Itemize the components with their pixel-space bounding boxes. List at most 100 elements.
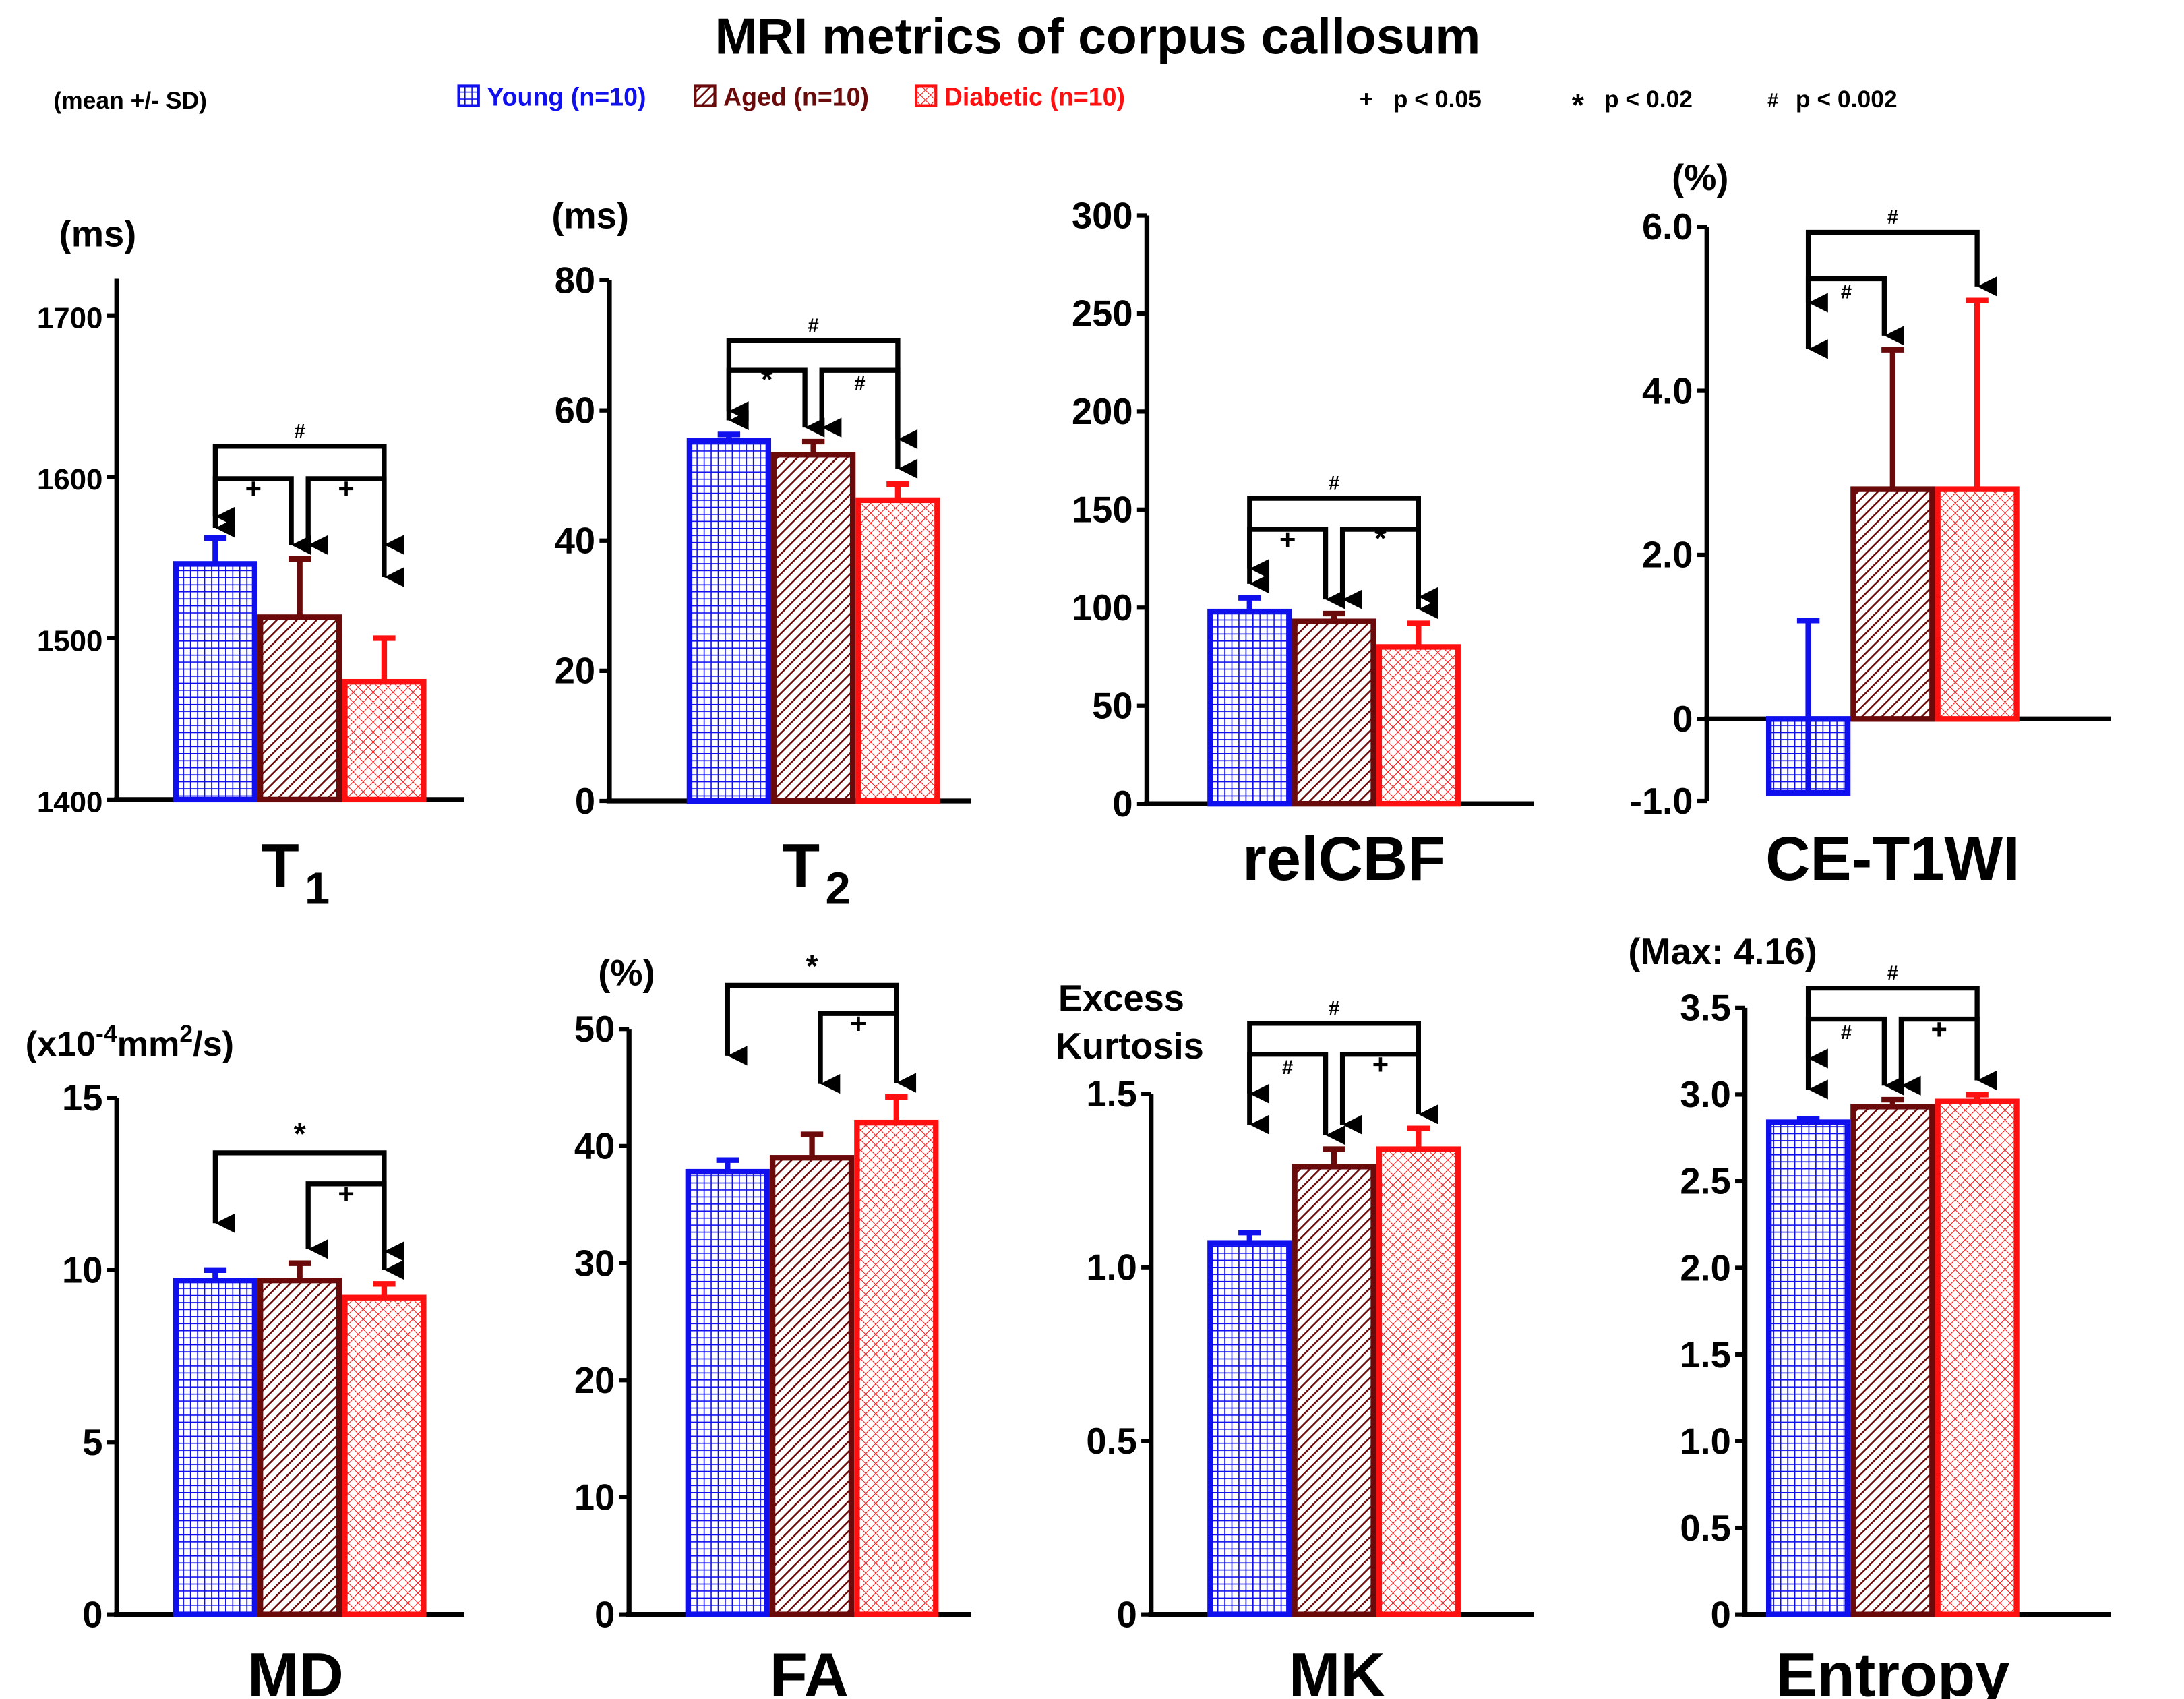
chart-title: relCBF: [1242, 825, 1445, 893]
chart-t1: 1400 1500 1600 1700 # + + T 1 (ms): [37, 213, 464, 914]
significance-bracket: [1247, 527, 1345, 609]
unit-text: Excess: [1058, 978, 1184, 1019]
y-tick-label: 10: [574, 1477, 615, 1518]
y-axis-unit-line2: Kurtosis: [1056, 1025, 1204, 1067]
chart-fa: 0 10 20 30 40 50 * + FA (%): [574, 949, 971, 1699]
significance-symbol: *: [806, 949, 818, 984]
y-tick-label: 0: [1672, 698, 1693, 740]
y-tick-label: 15: [62, 1077, 102, 1119]
significance-symbol: *: [761, 361, 773, 396]
y-tick-label: 1.5: [1086, 1073, 1136, 1114]
y-tick-label: 250: [1072, 293, 1133, 334]
chart-mk: 0 0.5 1.0 1.5 # # + MK Excess Kurtosis: [1056, 978, 1534, 1699]
sig-label-hash: p < 0.002: [1796, 86, 1898, 113]
significance-bracket: [1898, 1016, 1997, 1096]
y-tick-label: 40: [574, 1126, 615, 1167]
y-tick-label: 50: [574, 1009, 615, 1050]
significance-bracket: [1247, 1021, 1438, 1125]
sig-symbol-hash: #: [1767, 90, 1778, 112]
bar-aged: [257, 614, 342, 803]
bar-aged: [771, 452, 856, 804]
chart-t2: 0 20 40 60 80 # * # T 2 (ms): [551, 195, 971, 914]
unit-text: (%): [598, 952, 655, 993]
significance-symbol: #: [1887, 207, 1898, 229]
y-axis-unit: (ms): [59, 213, 137, 254]
legend-label-young: Young (n=10): [487, 83, 646, 111]
chart-title: MD: [247, 1641, 344, 1699]
chart-entropy: 0 0.5 1.0 1.5 2.0 2.5 3.0 3.5 # # + Entropy (Max: 4.…: [1628, 931, 2111, 1699]
significance-symbol: +: [1372, 1048, 1389, 1080]
y-axis-unit: Excess: [1058, 978, 1184, 1019]
y-tick-label: 30: [574, 1243, 615, 1284]
y-tick-label: 2.0: [1680, 1247, 1730, 1288]
significance-symbol: #: [295, 421, 305, 442]
unit-text: (ms): [551, 195, 629, 236]
significance-bracket: [212, 444, 404, 555]
significance-symbol: #: [1329, 473, 1339, 495]
chart-title-text: relCBF: [1242, 825, 1445, 893]
unit-superscript: 2: [179, 1020, 193, 1047]
unit-superscript: -4: [96, 1020, 117, 1047]
bar-diabetic: [855, 497, 940, 804]
legend: Young (n=10) Aged (n=10) Diabetic (n=10): [457, 83, 1125, 111]
y-tick-label: 1.5: [1680, 1334, 1730, 1375]
y-tick-label: 0: [82, 1594, 102, 1635]
y-tick-label: 3.0: [1680, 1074, 1730, 1115]
y-tick-label: 1500: [37, 624, 103, 657]
significance-bracket: [819, 367, 918, 479]
significance-bracket: [305, 476, 404, 587]
significance-symbol: +: [850, 1007, 866, 1039]
y-tick-label: 1.0: [1680, 1421, 1730, 1462]
sig-symbol-star: *: [1572, 87, 1584, 122]
significance-symbol: #: [1887, 963, 1898, 984]
y-axis-unit: (%): [1672, 157, 1728, 198]
y-tick-label: 1.0: [1086, 1247, 1136, 1288]
bar-diabetic: [1935, 486, 2020, 722]
chart-title-text: MD: [247, 1641, 344, 1699]
y-axis-unit: (%): [598, 952, 655, 993]
unit-text: mm: [117, 1025, 180, 1064]
sig-label-plus: p < 0.05: [1393, 86, 1482, 113]
bar-young: [685, 1168, 770, 1617]
significance-bracket: [1247, 496, 1438, 607]
figure-title: MRI metrics of corpus callosum: [715, 7, 1480, 64]
bar-young: [173, 1278, 258, 1617]
y-tick-label: 150: [1072, 489, 1133, 531]
bar-aged: [1850, 1104, 1935, 1617]
significance-bracket: [725, 982, 917, 1093]
significance-bracket: [1805, 276, 1904, 359]
chart-title-text: Entropy: [1776, 1641, 2009, 1699]
bar-young: [686, 438, 772, 804]
significance-bracket: [726, 338, 918, 450]
bar-diabetic: [854, 1119, 939, 1617]
bar-aged: [769, 1155, 855, 1617]
y-tick-label: 4.0: [1642, 370, 1693, 411]
bar-aged: [257, 1278, 342, 1617]
y-tick-label: 1400: [37, 786, 103, 819]
legend-swatch-young: [457, 84, 480, 107]
significance-bracket: [1247, 1052, 1345, 1145]
sig-symbol-plus: +: [1360, 86, 1374, 113]
y-tick-label: 3.5: [1680, 988, 1730, 1029]
y-tick-label: 20: [555, 651, 595, 692]
significance-bracket: [1339, 1052, 1438, 1135]
chart-ce-t1wi: -1.0 0 2.0 4.0 6.0 # # CE-T1WI (%): [1630, 157, 2111, 893]
legend-label-diabetic: Diabetic (n=10): [944, 83, 1125, 111]
significance-symbol: #: [854, 373, 865, 394]
bar-diabetic: [1376, 644, 1461, 807]
y-tick-label: 20: [574, 1360, 615, 1401]
significance-bracket: [1805, 985, 1997, 1091]
significance-bracket: [305, 1181, 404, 1280]
bar-young: [1765, 1119, 1851, 1617]
sd-note: (mean +/- SD): [53, 87, 207, 114]
significance-symbol: #: [1282, 1057, 1293, 1079]
legend-swatch-aged: [694, 84, 717, 107]
unit-text: /s): [193, 1025, 234, 1064]
chart-md: 0 5 10 15 * + MD (x10-4mm2/s): [26, 1020, 464, 1699]
chart-title-subscript: 2: [825, 864, 850, 914]
bar-young: [1207, 608, 1292, 807]
significance-symbol: *: [1374, 520, 1387, 556]
significance-bracket: [212, 1150, 404, 1261]
significance-symbol: +: [245, 473, 262, 504]
